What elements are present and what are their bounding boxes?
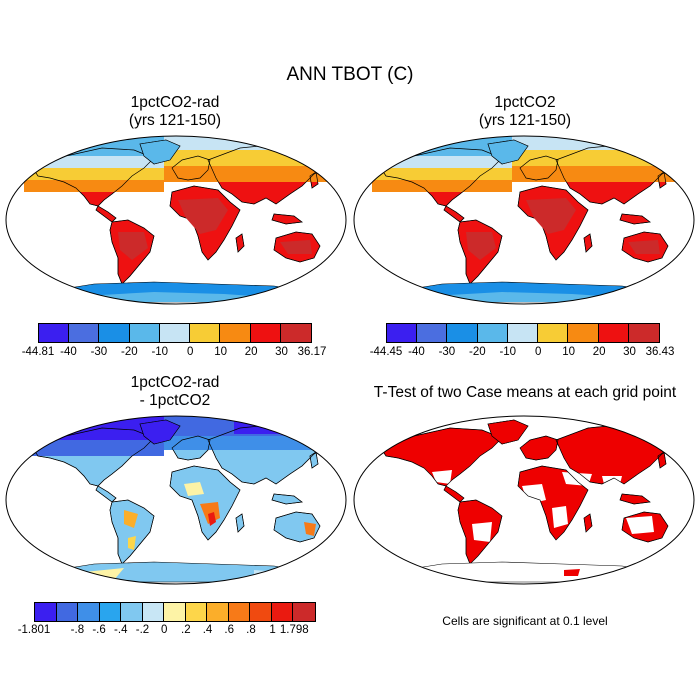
colorbar-swatch xyxy=(220,324,251,342)
colorbar-tick-label: .4 xyxy=(202,624,213,636)
panel-3-title: 1pctCO2-rad - 1pctCO2 xyxy=(0,374,350,410)
colorbar-tick-label: .8 xyxy=(246,624,256,636)
colorbar-tick-label: 1.798 xyxy=(279,624,309,636)
colorbar-swatch xyxy=(250,324,281,342)
colorbar-swatch xyxy=(538,324,569,342)
colorbar-swatch xyxy=(250,603,272,621)
colorbar-1 xyxy=(38,323,312,343)
colorbar-tick-label: -10 xyxy=(499,346,517,358)
panel-4-title-line1: T-Test of two Case means at each grid po… xyxy=(373,384,677,401)
colorbar-tick-label: -20 xyxy=(469,346,486,358)
colorbar-tick-label: -20 xyxy=(121,346,138,358)
colorbar-tick-label: -1.801 xyxy=(17,624,51,636)
colorbar-tick-label: 36.17 xyxy=(297,346,327,358)
colorbar-tick-label: 20 xyxy=(592,346,606,358)
colorbar-tick-label: -40 xyxy=(60,346,77,358)
colorbar-swatch xyxy=(185,603,208,621)
panel-1-title-line2: (yrs 121-150) xyxy=(128,112,222,129)
colorbar-tick-label: -40 xyxy=(408,346,425,358)
colorbar-swatch xyxy=(387,324,418,342)
colorbar-1-ticks: -44.81 -40 -30 -20 -10 0 10 20 30 36.17 xyxy=(22,346,327,360)
panel-2-title: 1pctCO2 (yrs 121-150) xyxy=(350,94,700,130)
colorbar-swatch xyxy=(507,324,539,342)
colorbar-swatch xyxy=(35,603,57,621)
colorbar-swatch xyxy=(159,324,191,342)
colorbar-swatch xyxy=(142,603,165,621)
colorbar-swatch xyxy=(190,324,221,342)
panel-1-title-line1: 1pctCO2-rad xyxy=(130,94,220,111)
map-panel-4-svg xyxy=(353,415,695,585)
colorbar-swatch xyxy=(99,603,122,621)
colorbar-tick-label: 20 xyxy=(244,346,258,358)
colorbar-swatch xyxy=(56,603,79,621)
colorbar-tick-label: -44.45 xyxy=(369,346,403,358)
colorbar-swatch xyxy=(121,603,143,621)
colorbar-tick-label: .2 xyxy=(181,624,191,636)
colorbar-tick-label: -.8 xyxy=(70,624,85,636)
colorbar-swatch xyxy=(447,324,478,342)
colorbar-tick-label: 0 xyxy=(535,346,542,358)
panel-2-title-line2: (yrs 121-150) xyxy=(478,112,572,129)
colorbar-swatch xyxy=(228,603,251,621)
colorbar-tick-label: -30 xyxy=(438,346,456,358)
colorbar-swatch xyxy=(417,324,448,342)
figure-title: ANN TBOT (C) xyxy=(286,64,414,85)
colorbar-3 xyxy=(34,602,316,622)
colorbar-swatch xyxy=(477,324,508,342)
panel-4-title: T-Test of two Case means at each grid po… xyxy=(350,384,700,402)
panel-2-title-line1: 1pctCO2 xyxy=(494,94,556,111)
colorbar-swatch xyxy=(271,603,294,621)
colorbar-tick-label: -.4 xyxy=(114,624,128,636)
colorbar-tick-label: -44.81 xyxy=(21,346,55,358)
colorbar-tick-label: 10 xyxy=(562,346,576,358)
colorbar-swatch xyxy=(99,324,130,342)
colorbar-tick-label: 0 xyxy=(160,624,168,636)
colorbar-tick-label: 0 xyxy=(187,346,194,358)
colorbar-tick-label: -30 xyxy=(90,346,108,358)
colorbar-swatch xyxy=(69,324,100,342)
colorbar-2 xyxy=(386,323,660,343)
colorbar-tick-label: 36.43 xyxy=(645,346,675,358)
colorbar-swatch xyxy=(207,603,229,621)
colorbar-tick-label: -10 xyxy=(151,346,169,358)
colorbar-tick-label: 1 xyxy=(269,624,276,636)
map-panel-1-svg xyxy=(5,135,347,305)
panel-3-title-line2: - 1pctCO2 xyxy=(139,392,211,409)
panel-3-title-line1: 1pctCO2-rad xyxy=(130,374,220,391)
colorbar-swatch xyxy=(129,324,160,342)
colorbar-2-ticks: -44.45 -40 -30 -20 -10 0 10 20 30 36.43 xyxy=(370,346,675,360)
map-panel-2-svg xyxy=(353,135,695,305)
colorbar-swatch xyxy=(628,324,659,342)
map-panel-4 xyxy=(352,414,696,586)
map-panel-3-svg xyxy=(5,415,347,585)
map-panel-2 xyxy=(352,134,696,306)
colorbar-3-ticks: -1.801 -.8 -.6 -.4 -.2 0 .2 .4 .6 .8 1 1.798 xyxy=(18,624,316,638)
colorbar-tick-label: .6 xyxy=(224,624,235,636)
colorbar-swatch xyxy=(568,324,599,342)
colorbar-tick-label: 30 xyxy=(275,346,288,358)
colorbar-tick-label: 10 xyxy=(214,346,228,358)
colorbar-tick-label: -.2 xyxy=(135,624,150,636)
colorbar-swatch xyxy=(598,324,629,342)
significance-note: Cells are significant at 0.1 level xyxy=(442,614,608,628)
colorbar-swatch xyxy=(39,324,70,342)
colorbar-swatch xyxy=(293,603,315,621)
map-panel-3 xyxy=(4,414,348,586)
colorbar-swatch xyxy=(78,603,100,621)
colorbar-swatch xyxy=(164,603,186,621)
map-panel-1 xyxy=(4,134,348,306)
colorbar-tick-label: 30 xyxy=(623,346,636,358)
colorbar-tick-label: -.6 xyxy=(92,624,106,636)
colorbar-swatch xyxy=(280,324,311,342)
panel-1-title: 1pctCO2-rad (yrs 121-150) xyxy=(0,94,350,130)
